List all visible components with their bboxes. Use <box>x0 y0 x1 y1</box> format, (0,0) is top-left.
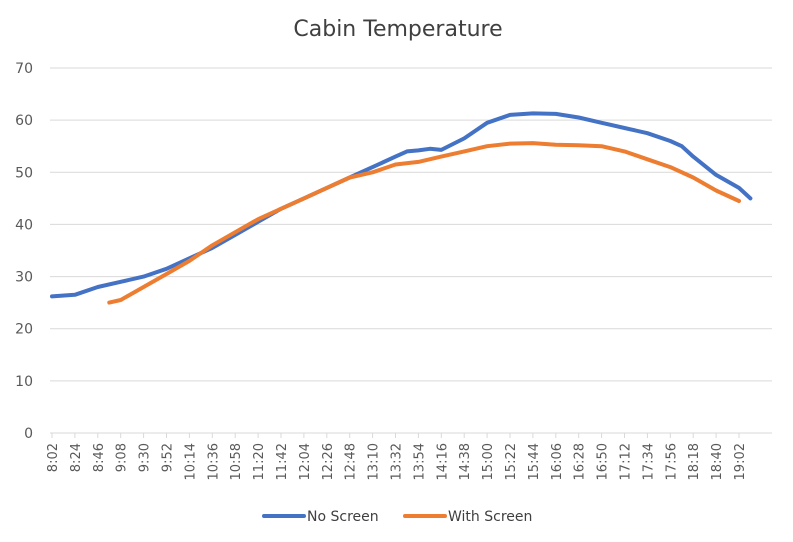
x-tick-label: 12:04 <box>298 443 313 480</box>
y-tick-label: 0 <box>24 426 33 442</box>
x-tick-label: 15:44 <box>527 443 542 480</box>
x-tick-label: 13:10 <box>367 443 382 480</box>
x-tick-label: 15:00 <box>481 443 496 480</box>
x-tick-label: 9:08 <box>115 443 130 472</box>
x-tick-label: 17:56 <box>664 443 679 480</box>
x-tick-label: 17:12 <box>619 443 634 480</box>
x-tick-label: 11:20 <box>252 443 267 480</box>
series-line-no-screen <box>50 111 753 299</box>
x-tick-label: 15:22 <box>504 443 519 480</box>
x-tick-label: 8:46 <box>92 443 107 472</box>
legend: No Screen With Screen <box>262 509 532 525</box>
x-tick-label: 16:28 <box>573 443 588 480</box>
x-tick-label: 16:50 <box>596 443 611 480</box>
x-tick-label: 10:14 <box>183 443 198 480</box>
chart-title: Cabin Temperature <box>293 17 502 42</box>
legend-label: No Screen <box>307 509 379 525</box>
y-tick-label: 40 <box>15 217 33 233</box>
y-tick-label: 60 <box>15 113 33 129</box>
x-tick-label: 13:32 <box>390 443 405 480</box>
x-tick-label: 9:52 <box>161 443 176 472</box>
y-tick-label: 20 <box>15 322 33 338</box>
y-tick-labels: 0 10 20 30 40 50 60 70 <box>15 61 33 442</box>
series-line-with-screen <box>107 141 741 305</box>
x-tick-label: 8:24 <box>69 443 84 472</box>
x-tick-label: 18:40 <box>710 443 725 480</box>
series-lines <box>50 111 753 305</box>
y-tick-label: 30 <box>15 270 33 286</box>
x-tick-label: 10:36 <box>206 443 221 480</box>
x-tick-labels: 8:02 8:24 8:46 9:08 9:30 9:52 10:14 10:36 10:58 1… <box>46 443 748 480</box>
x-tick-label: 11:42 <box>275 443 290 480</box>
x-tick-label: 18:18 <box>687 443 702 480</box>
x-tick-label: 14:38 <box>458 443 473 480</box>
x-tick-label: 17:34 <box>641 443 656 480</box>
x-tick-label: 12:48 <box>344 443 359 480</box>
x-tick-label: 9:30 <box>138 443 153 472</box>
x-tick-label: 10:58 <box>229 443 244 480</box>
x-tick-label: 8:02 <box>46 443 61 472</box>
y-tick-label: 50 <box>15 165 33 181</box>
y-tick-label: 10 <box>15 374 33 390</box>
y-tick-label: 70 <box>15 61 33 77</box>
x-tick-label: 19:02 <box>733 443 748 480</box>
x-tick-label: 16:06 <box>550 443 565 480</box>
gridlines <box>50 67 772 438</box>
x-tick-label: 13:54 <box>412 443 427 480</box>
x-tick-label: 14:16 <box>435 443 450 480</box>
x-tick-label: 12:26 <box>321 443 336 480</box>
legend-label: With Screen <box>448 509 532 525</box>
